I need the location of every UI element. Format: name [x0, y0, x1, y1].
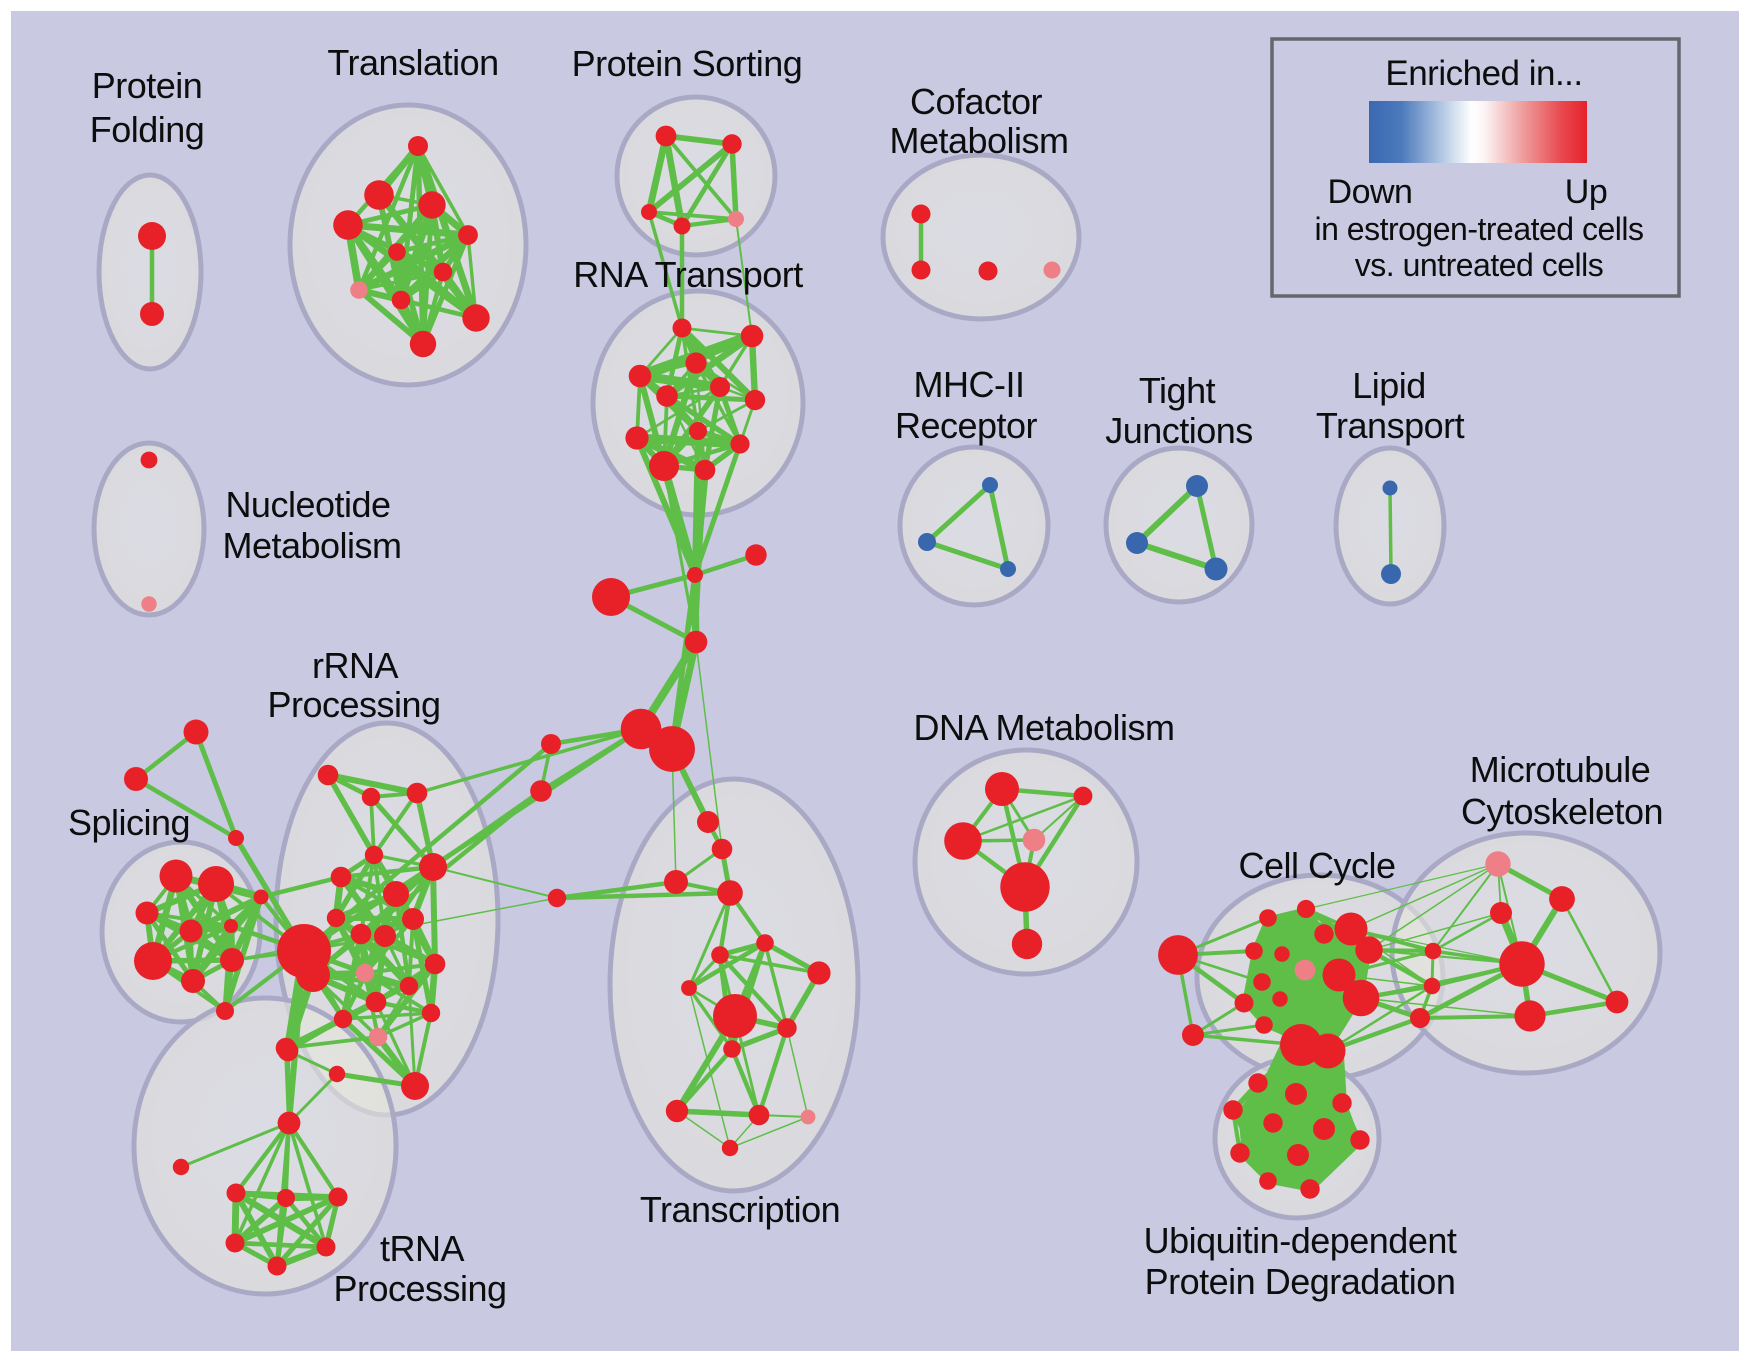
svg-text:Enriched in...: Enriched in... — [1385, 54, 1582, 93]
svg-text:tRNA: tRNA — [380, 1228, 464, 1269]
svg-text:Junctions: Junctions — [1105, 410, 1253, 451]
svg-text:Lipid: Lipid — [1352, 365, 1426, 406]
svg-text:Folding: Folding — [90, 109, 205, 150]
svg-text:Processing: Processing — [333, 1268, 506, 1309]
svg-text:Transport: Transport — [1316, 405, 1465, 446]
svg-text:Nucleotide: Nucleotide — [225, 484, 390, 525]
svg-text:Tight: Tight — [1139, 370, 1216, 411]
svg-text:Metabolism: Metabolism — [222, 525, 401, 566]
svg-text:rRNA: rRNA — [312, 645, 398, 686]
svg-text:Protein Degradation: Protein Degradation — [1145, 1261, 1456, 1302]
svg-text:Transcription: Transcription — [640, 1189, 840, 1230]
svg-text:Translation: Translation — [327, 42, 498, 83]
svg-text:vs. untreated cells: vs. untreated cells — [1355, 247, 1603, 283]
svg-text:MHC-II: MHC-II — [914, 364, 1025, 405]
svg-text:Cytoskeleton: Cytoskeleton — [1461, 791, 1663, 832]
svg-text:Protein Sorting: Protein Sorting — [572, 43, 803, 84]
svg-text:Cell Cycle: Cell Cycle — [1238, 845, 1395, 886]
svg-text:Processing: Processing — [267, 684, 440, 725]
svg-text:Protein: Protein — [92, 65, 203, 106]
svg-text:Up: Up — [1565, 173, 1607, 211]
svg-text:in estrogen-treated cells: in estrogen-treated cells — [1314, 211, 1643, 247]
svg-text:Microtubule: Microtubule — [1470, 749, 1651, 790]
svg-text:Receptor: Receptor — [895, 405, 1038, 446]
svg-text:RNA Transport: RNA Transport — [573, 254, 803, 295]
svg-text:Down: Down — [1328, 173, 1413, 211]
svg-text:Metabolism: Metabolism — [889, 120, 1068, 161]
svg-text:Ubiquitin-dependent: Ubiquitin-dependent — [1144, 1220, 1457, 1261]
svg-text:Splicing: Splicing — [68, 802, 190, 843]
svg-text:DNA Metabolism: DNA Metabolism — [913, 707, 1174, 748]
svg-text:Cofactor: Cofactor — [910, 81, 1043, 122]
